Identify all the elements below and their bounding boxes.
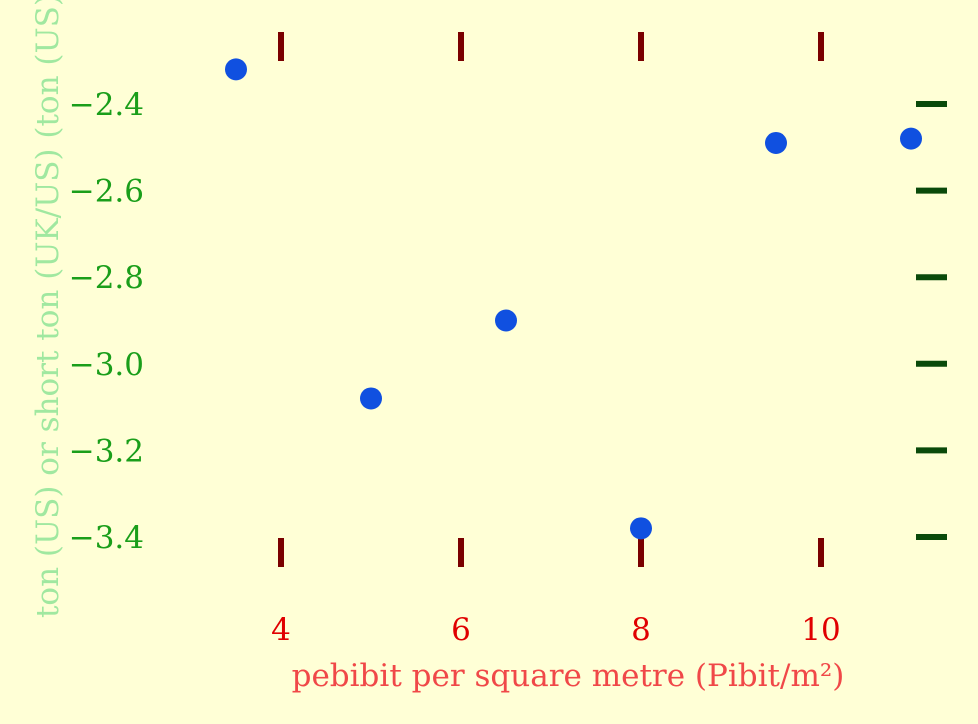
x-tick-label: 10 xyxy=(801,612,840,648)
data-point xyxy=(630,517,652,540)
data-point xyxy=(765,131,787,154)
data-point xyxy=(360,387,382,410)
x-tick-label: 4 xyxy=(271,612,291,648)
x-tick-label: 8 xyxy=(631,612,651,648)
y-axis-title: ton (US) or short ton (UK/US) (ton (US)) xyxy=(30,0,66,618)
data-point xyxy=(495,309,517,332)
x-tick-labels: 4 6 8 10 xyxy=(271,612,841,648)
y-tick-label: −2.6 xyxy=(69,174,144,210)
data-points xyxy=(225,58,922,540)
data-point xyxy=(900,127,922,150)
y-tick-label: −3.4 xyxy=(69,520,144,556)
x-axis-title: pebibit per square metre (Pibit/m²) xyxy=(292,658,845,694)
y-tick-label: −3.2 xyxy=(69,433,144,469)
x-tick-marks-bottom xyxy=(278,538,824,567)
y-tick-marks xyxy=(916,101,947,540)
y-tick-label: −3.0 xyxy=(69,347,144,383)
y-tick-label: −2.4 xyxy=(69,87,144,123)
data-point xyxy=(225,58,247,81)
x-tick-marks-top xyxy=(278,32,824,61)
y-tick-labels: −2.4 −2.6 −2.8 −3.0 −3.2 −3.4 xyxy=(69,87,144,556)
x-tick-label: 6 xyxy=(451,612,471,648)
y-tick-label: −2.8 xyxy=(69,260,144,296)
